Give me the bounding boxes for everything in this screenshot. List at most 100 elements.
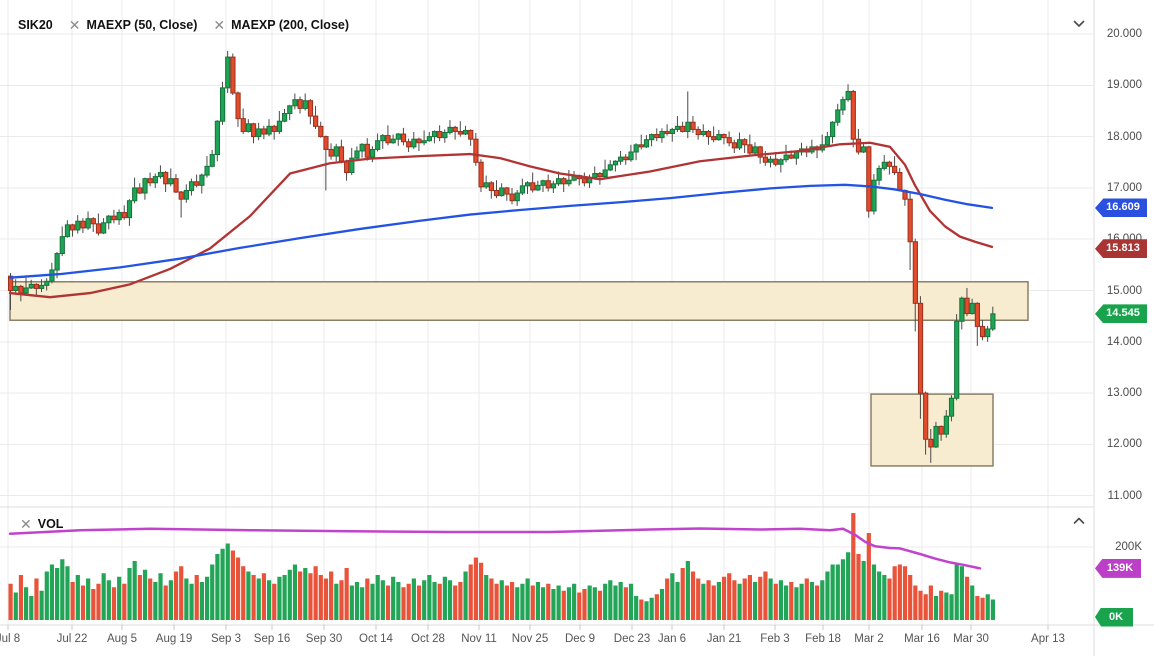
time-axis-label: Dec 23	[613, 633, 651, 645]
candle	[649, 134, 655, 141]
volume-bar	[442, 576, 447, 620]
candle	[928, 438, 934, 448]
candle	[266, 125, 272, 135]
candle	[597, 173, 603, 178]
volume-bar	[515, 587, 520, 620]
volume-bar	[799, 583, 804, 620]
candle	[783, 154, 789, 161]
volume-bar	[608, 580, 613, 620]
close-icon[interactable]: ✕	[213, 17, 226, 33]
volume-bar	[928, 585, 933, 620]
volume-bar	[784, 585, 789, 620]
expand-volume-pane-button[interactable]	[1071, 515, 1087, 529]
volume-bar	[861, 561, 866, 620]
candle	[333, 146, 339, 157]
volume-bar	[29, 596, 34, 620]
volume-bar	[370, 583, 375, 620]
candle	[276, 120, 283, 132]
candle	[866, 146, 872, 212]
volume-bar	[360, 587, 365, 620]
candle	[736, 139, 743, 149]
candle	[209, 154, 215, 167]
volume-bar	[939, 590, 944, 620]
candle	[556, 178, 562, 185]
volume-bar	[329, 571, 334, 620]
volume-bar	[577, 592, 582, 620]
volume-bar	[566, 587, 572, 620]
candle	[938, 425, 944, 435]
close-icon[interactable]: ✕	[20, 516, 32, 532]
volume-bar	[334, 583, 339, 620]
candle	[674, 125, 681, 130]
chevron-down-icon	[1073, 20, 1085, 27]
candle	[742, 139, 748, 146]
volume-bars	[8, 513, 995, 620]
candle	[442, 131, 448, 139]
candle	[499, 187, 505, 197]
candle	[974, 302, 980, 327]
candle	[664, 130, 670, 135]
volume-bar	[344, 568, 349, 620]
candle	[245, 123, 252, 132]
volume-bar	[380, 580, 385, 620]
candle	[830, 121, 836, 138]
candle	[566, 179, 572, 185]
candle	[690, 121, 696, 130]
volume-bar	[70, 582, 75, 620]
candle	[923, 392, 929, 440]
collapse-price-pane-button[interactable]	[1071, 18, 1087, 32]
candle	[101, 222, 107, 234]
volume-bar	[34, 578, 39, 620]
volume-bar	[411, 578, 416, 620]
time-axis-label: Feb 18	[805, 633, 841, 645]
volume-bar	[954, 564, 959, 620]
volume-bar	[509, 582, 515, 620]
volume-bar	[654, 594, 659, 620]
candle	[835, 109, 841, 123]
volume-bar	[659, 589, 665, 620]
candle	[375, 140, 381, 150]
close-icon[interactable]: ✕	[68, 17, 81, 33]
candle	[178, 191, 184, 200]
candle	[225, 56, 231, 89]
candle	[907, 198, 913, 243]
volume-bar	[391, 576, 396, 620]
candle	[147, 178, 153, 184]
volume-bar	[246, 571, 251, 620]
candle	[416, 138, 422, 144]
candle	[545, 180, 551, 189]
candle	[199, 174, 205, 186]
candle	[111, 215, 117, 221]
volume-bar	[96, 583, 101, 620]
candle	[457, 130, 463, 135]
volume-bar	[541, 587, 546, 620]
price-axis-label: 14.000	[1106, 335, 1142, 348]
volume-bar	[318, 575, 323, 620]
candle	[525, 182, 531, 187]
volume-bar	[18, 575, 24, 620]
volume-bar	[975, 596, 980, 620]
candle	[287, 105, 293, 115]
candle	[23, 287, 29, 294]
volume-bar	[639, 599, 644, 620]
time-axis-label: Oct 28	[411, 633, 445, 645]
volume-bar	[220, 548, 225, 620]
candle	[638, 144, 644, 148]
volume-bar	[385, 585, 391, 620]
candle	[70, 224, 76, 231]
volume-bar	[525, 578, 530, 620]
volume-bar	[613, 585, 618, 620]
volume-bar	[887, 578, 892, 620]
volume-bar	[835, 564, 840, 620]
candle	[685, 121, 691, 132]
candle	[168, 178, 174, 185]
volume-bar	[251, 575, 256, 620]
volume-bar	[137, 575, 142, 620]
volume-bar	[277, 576, 282, 620]
candle	[431, 130, 438, 138]
candle	[75, 220, 81, 231]
candle	[959, 297, 965, 322]
volume-bar	[561, 590, 566, 620]
